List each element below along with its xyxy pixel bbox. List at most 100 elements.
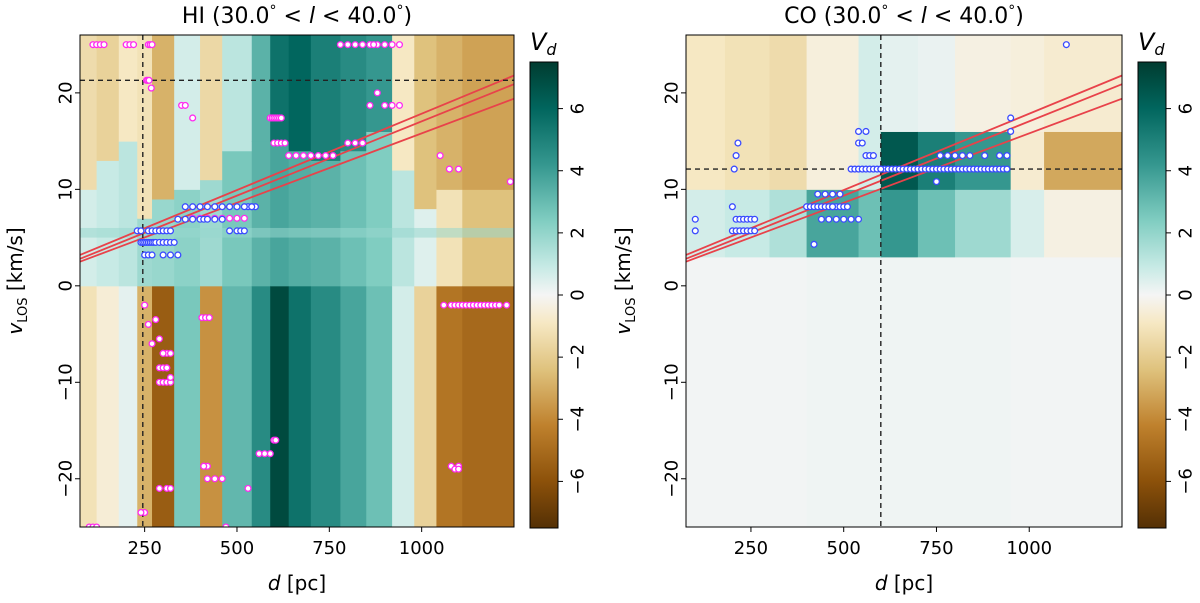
heatmap-cell: [118, 35, 138, 142]
magenta-point: [277, 114, 285, 122]
heatmap-cell: [955, 256, 1012, 527]
magenta-point: [395, 41, 404, 49]
magenta-point: [395, 101, 404, 109]
blue-point: [218, 215, 226, 223]
magenta-point: [455, 165, 463, 173]
magenta-point: [359, 139, 367, 147]
magenta-point: [148, 41, 156, 49]
magenta-point: [261, 450, 269, 458]
colorbar: −6 −4 −2 0 2 4 6 Vd: [529, 28, 589, 529]
heatmap-cell: [152, 285, 175, 527]
blue-point: [751, 227, 759, 235]
blue-point: [751, 215, 759, 223]
y-tick-label: −20: [56, 460, 77, 498]
magenta-point: [203, 475, 211, 483]
blue-point: [137, 227, 145, 235]
heatmap-cell: [955, 35, 1012, 132]
colorbar-tick-label: −4: [568, 406, 589, 433]
y-tick-label: 0: [662, 280, 683, 291]
heatmap-cell: [1010, 189, 1045, 258]
y-tick-label: 0: [56, 280, 77, 291]
heatmap-cell: [270, 141, 290, 287]
y-axis: −20 −10 0 10 20: [56, 81, 80, 498]
heatmap-cell: [436, 189, 463, 287]
blue-point: [877, 165, 885, 173]
colorbar-tick-label: −6: [1176, 468, 1197, 495]
y-axis: −20 −10 0 10 20: [662, 81, 686, 498]
magenta-point: [272, 436, 280, 444]
colorbar-tick-label: 6: [568, 103, 589, 114]
magenta-point: [244, 484, 252, 492]
magenta-point: [307, 152, 315, 160]
blue-point: [189, 215, 197, 223]
blue-point: [854, 127, 863, 136]
blue-point: [829, 203, 837, 211]
magenta-point: [322, 152, 330, 160]
magenta-point: [181, 101, 189, 109]
heatmap-cell: [686, 256, 726, 527]
y-tick-label: 10: [662, 178, 683, 201]
colorbar-gradient: [529, 61, 559, 529]
blue-point: [1062, 41, 1070, 49]
magenta-point: [148, 340, 156, 348]
blue-point: [226, 227, 234, 235]
heatmap-cell: [270, 285, 290, 527]
colorbar-tick-label: 2: [1176, 227, 1197, 238]
blue-point: [166, 251, 175, 259]
blue-point: [836, 190, 844, 198]
magenta-point: [159, 349, 167, 357]
x-axis-label: d [pc]: [268, 571, 326, 595]
magenta-point: [351, 41, 359, 49]
reference-line: [686, 74, 1122, 256]
heatmap-cell: [392, 35, 415, 171]
magenta-point: [152, 316, 160, 324]
plot-frame: [79, 34, 515, 528]
blue-point: [814, 190, 822, 198]
heatmap-cell: [366, 285, 393, 527]
magenta-point: [381, 41, 389, 49]
heatmap-cell: [917, 35, 956, 132]
heatmap-cell: [152, 35, 175, 200]
blue-point: [944, 152, 952, 160]
x-tick-label: 1000: [1006, 538, 1052, 559]
y-axis-label: vLOS [km/s]: [611, 227, 639, 334]
heatmap-cell: [80, 189, 98, 287]
panel-title: HI (30.0° < l < 40.0°): [182, 3, 412, 29]
heatmap-cell: [414, 35, 437, 210]
blue-point: [869, 152, 877, 160]
magenta-point: [163, 364, 171, 372]
magenta-point: [314, 152, 322, 160]
colorbar-ticks: −6 −4 −2 0 2 4 6: [1166, 103, 1197, 495]
magenta-point: [166, 484, 175, 492]
blue-point: [730, 165, 738, 173]
magenta-point: [130, 41, 138, 49]
colorbar: −6 −4 −2 0 2 4 6 Vd: [1137, 28, 1197, 529]
blue-point: [932, 178, 941, 186]
cloud-points: [85, 41, 514, 527]
blue-point: [958, 152, 966, 160]
y-tick-label: 20: [662, 81, 683, 104]
magenta-point: [226, 214, 234, 222]
heatmap-cell: [955, 189, 1012, 258]
heatmap-cell: [1044, 35, 1122, 132]
blue-point: [951, 152, 959, 160]
blue-point: [203, 203, 211, 211]
blue-point: [825, 215, 833, 223]
colorbar-tick-label: 4: [568, 165, 589, 176]
magenta-point: [299, 152, 308, 160]
y-axis-label: vLOS [km/s]: [3, 227, 31, 334]
heatmap-cell: [436, 35, 463, 190]
heatmap-cell: [174, 285, 201, 527]
magenta-point: [137, 508, 145, 517]
blue-point: [981, 152, 989, 160]
blue-point: [817, 215, 825, 223]
heatmap-cell: [858, 35, 882, 190]
heatmap-cell: [462, 285, 514, 527]
heatmap-cell: [1010, 256, 1045, 527]
heatmap-cell: [366, 35, 393, 132]
magenta-point: [495, 301, 503, 309]
blue-point: [159, 251, 167, 259]
magenta-point: [145, 76, 153, 84]
heatmap-cell: [251, 35, 271, 142]
